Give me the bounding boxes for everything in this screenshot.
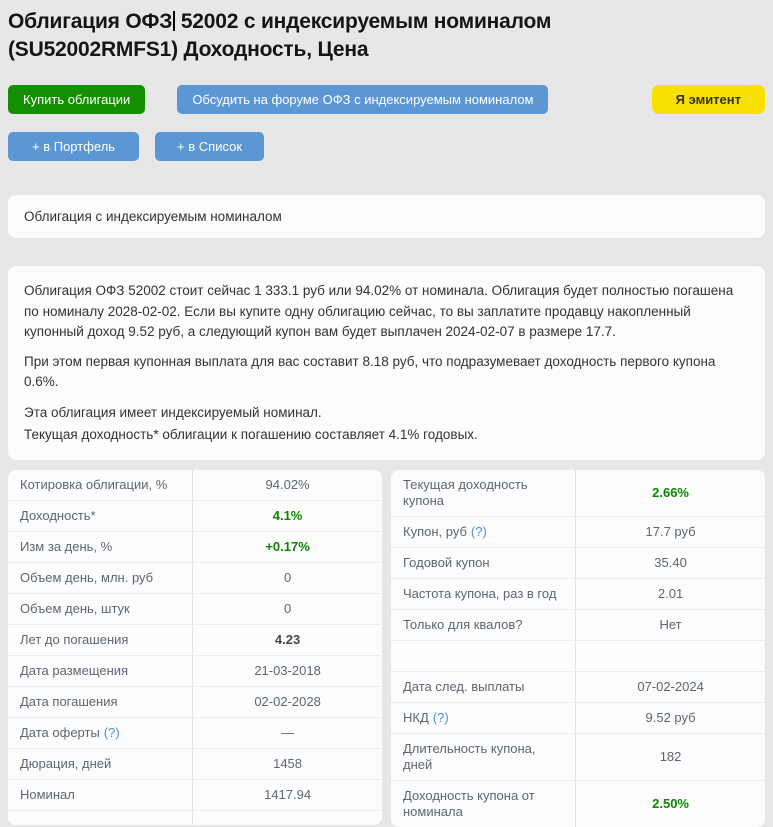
param-value: 21-03-2018 xyxy=(254,663,321,679)
param-label: Изм за день, % xyxy=(8,532,194,563)
param-label: Дата размещения xyxy=(8,656,194,687)
add-to-list-button[interactable]: + в Список xyxy=(155,132,265,162)
table-row: Лет до погашения 4.23 xyxy=(8,625,382,657)
param-label: Дата погашения xyxy=(8,687,194,718)
description-paragraph: Облигация ОФЗ 52002 стоит сейчас 1 333.1… xyxy=(24,283,734,339)
param-value: 1417.94 xyxy=(264,787,312,803)
description-paragraph: Текущая доходность* облигации к погашени… xyxy=(24,426,478,442)
param-value: 2.50% xyxy=(652,796,689,812)
param-value: 0 xyxy=(283,570,292,586)
table-row: Длительность купона, дней 182 xyxy=(391,734,765,782)
bond-type-card: Облигация с индексируемым номиналом xyxy=(8,195,765,239)
help-question-link[interactable]: (?) xyxy=(103,725,120,741)
table-row: Дата погашения 02-02-2028 xyxy=(8,687,382,719)
help-question-link[interactable]: (?) xyxy=(470,524,487,540)
table-row: Доходность* 4.1% xyxy=(8,501,382,533)
description-paragraph: Эта облигация имеет индексируемый номина… xyxy=(24,404,322,420)
param-label: Длительность купона, дней xyxy=(391,734,577,781)
primary-actions-row: Купить облигации Обсудить на форуме ОФЗ … xyxy=(8,85,765,115)
param-label: НКД (?) xyxy=(391,703,577,734)
param-label: Номинал xyxy=(8,780,194,811)
table-row-partial xyxy=(8,811,382,826)
param-value: 94.02% xyxy=(265,477,310,493)
table-row: Объем день, штук 0 xyxy=(8,594,382,626)
param-value: Нет xyxy=(659,617,682,633)
param-value: 07-02-2024 xyxy=(637,679,704,695)
param-value: +0.17% xyxy=(265,539,310,555)
page-title: Облигация ОФЗ 52002 с индексируемым номи… xyxy=(8,8,698,63)
forum-discuss-button[interactable]: Обсудить на форуме ОФЗ с индексируемым н… xyxy=(177,85,549,115)
param-label: Доходность* xyxy=(8,501,194,532)
param-value: 2.01 xyxy=(657,586,684,602)
param-label: Котировка облигации, % xyxy=(8,470,194,501)
param-label: Дюрация, дней xyxy=(8,749,194,780)
param-label xyxy=(391,641,577,672)
page-title-line2: (SU52002RMFS1) Доходность, Цена xyxy=(8,37,369,61)
param-label: Доходность купона от номинала xyxy=(391,781,577,827)
add-to-portfolio-button[interactable]: + в Портфель xyxy=(8,132,140,162)
param-value: 17.7 руб xyxy=(645,524,696,540)
param-value: — xyxy=(281,725,295,741)
table-row: Купон, руб (?) 17.7 руб xyxy=(391,517,765,549)
param-value: 9.52 руб xyxy=(645,710,696,726)
bond-type-text: Облигация с индексируемым номиналом xyxy=(24,209,282,225)
secondary-actions-row: + в Портфель + в Список xyxy=(8,132,765,162)
param-value xyxy=(576,641,765,671)
table-row: Доходность купона от номинала 2.50% xyxy=(391,781,765,827)
table-row: Объем день, млн. руб 0 xyxy=(8,563,382,595)
page-title-line1: Облигация ОФЗ 52002 с индексируемым номи… xyxy=(8,10,552,33)
param-label: Частота купона, раз в год xyxy=(391,579,577,610)
bond-params-section: Котировка облигации, % 94.02% Доходность… xyxy=(8,470,765,827)
buy-bonds-button[interactable]: Купить облигации xyxy=(8,85,146,115)
table-row: Номинал 1417.94 xyxy=(8,780,382,812)
param-label: Дата след. выплаты xyxy=(391,672,577,703)
param-label: Объем день, штук xyxy=(8,594,194,625)
param-value: 35.40 xyxy=(654,555,687,571)
param-value: 0 xyxy=(283,601,292,617)
param-label: Только для квалов? xyxy=(391,610,577,641)
param-value: 4.23 xyxy=(274,632,301,648)
table-row: Изм за день, % +0.17% xyxy=(8,532,382,564)
param-value: 1458 xyxy=(273,756,303,772)
param-label: Купон, руб (?) xyxy=(391,517,577,548)
param-label: Годовой купон xyxy=(391,548,577,579)
bond-coupon-params-table: Текущая доходность купона 2.66% Купон, р… xyxy=(391,470,765,827)
bond-description-card: Облигация ОФЗ 52002 стоит сейчас 1 333.1… xyxy=(8,266,765,461)
text-caret xyxy=(173,11,176,31)
bond-main-params-table: Котировка облигации, % 94.02% Доходность… xyxy=(8,470,382,826)
table-row: Дата след. выплаты 07-02-2024 xyxy=(391,672,765,704)
param-value: 2.66% xyxy=(652,485,689,501)
param-value: 02-02-2028 xyxy=(254,694,321,710)
table-row: Только для квалов? Нет xyxy=(391,610,765,642)
table-row: Текущая доходность купона 2.66% xyxy=(391,470,765,518)
description-paragraph: При этом первая купонная выплата для вас… xyxy=(24,354,716,390)
param-label: Объем день, млн. руб xyxy=(8,563,194,594)
table-row: Частота купона, раз в год 2.01 xyxy=(391,579,765,611)
param-label: Лет до погашения xyxy=(8,625,194,656)
table-row: Годовой купон 35.40 xyxy=(391,548,765,580)
param-label: Дата оферты (?) xyxy=(8,718,194,749)
help-question-link[interactable]: (?) xyxy=(432,710,449,726)
param-value: 4.1% xyxy=(272,508,303,524)
param-value: 182 xyxy=(659,749,682,765)
table-row: Котировка облигации, % 94.02% xyxy=(8,470,382,502)
table-row xyxy=(391,641,765,673)
emitent-button[interactable]: Я эмитент xyxy=(651,85,765,115)
param-label: Текущая доходность купона xyxy=(391,470,577,517)
table-row: НКД (?) 9.52 руб xyxy=(391,703,765,735)
table-row: Дата размещения 21-03-2018 xyxy=(8,656,382,688)
table-row: Дата оферты (?) — xyxy=(8,718,382,750)
table-row: Дюрация, дней 1458 xyxy=(8,749,382,781)
